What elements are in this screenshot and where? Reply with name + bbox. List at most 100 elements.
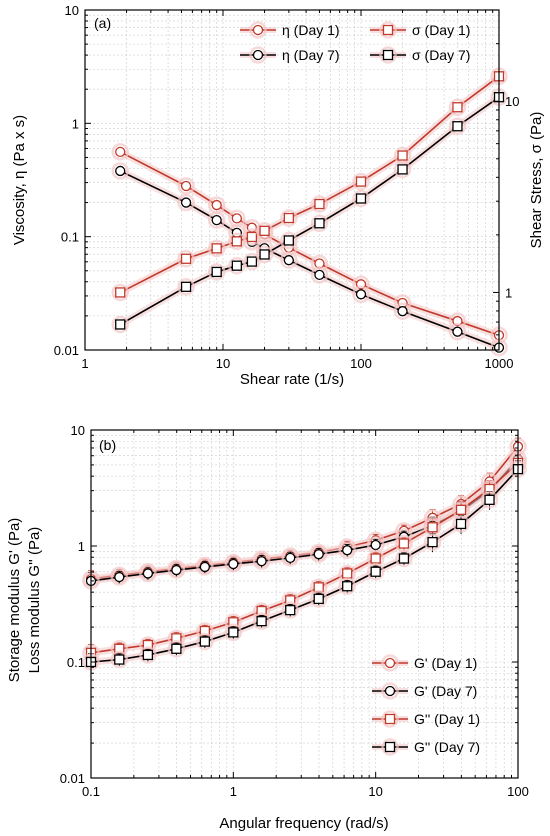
data-point [171,643,182,654]
data-point-halo [352,189,370,208]
data-point [398,538,410,549]
panel-b-series [82,437,527,672]
data-point [256,615,267,627]
data-point [231,260,243,271]
data-point-halo [310,195,329,213]
legend-marker-halo [381,738,399,756]
data-point [211,266,222,278]
data-point-halo [452,515,470,533]
data-point [397,164,408,175]
data-point [313,593,324,605]
legend-label: η (Day 7) [282,47,340,63]
data-point [427,522,438,533]
data-point [355,193,367,204]
legend-label: G'' (Day 7) [414,739,480,755]
panel-a-series [111,67,508,357]
data-point [283,255,294,266]
data-point-halo [280,231,298,250]
legend-marker [384,685,396,697]
legend-marker-halo [381,682,399,700]
data-point [397,150,408,161]
data-point [228,558,239,570]
data-point [342,581,353,592]
data-point-halo [177,193,195,212]
data-point [246,231,258,243]
y-tick-label: 0.1 [67,655,85,670]
data-point [142,568,154,579]
series-line-halo [118,148,501,339]
data-point-halo [393,160,412,179]
data-point [285,604,296,616]
panel-a-x-axis-title: Shear rate (1/s) [240,371,344,388]
data-point [211,199,222,211]
data-point [452,102,463,113]
data-point [115,319,126,330]
data-point [180,180,192,192]
data-point-halo [448,98,467,117]
data-point-halo [366,562,385,581]
data-point [314,269,325,281]
data-point [231,236,243,247]
data-point-halo [309,590,328,608]
data-point [259,225,270,236]
data-point-halo [338,577,356,595]
y-tick-label: 0.01 [60,771,85,786]
data-point-halo [110,650,129,669]
data-point [283,235,294,246]
x-tick-label: 10 [368,784,382,799]
legend-marker [384,741,396,753]
legend-marker [252,24,264,36]
data-point [171,564,182,576]
panel-a-frame [84,9,500,351]
data-point-halo [448,117,467,135]
data-point [342,545,353,556]
series-line-halo [90,466,521,666]
data-point [314,218,325,229]
data-point-halo [310,214,329,233]
data-point [313,549,324,560]
legend-marker [382,24,394,36]
panel-b-legend: G' (Day 1) G' (Day 7) G'' (Day 1) G'' (Day … [372,654,480,756]
data-point-halo [177,278,195,296]
x-tick-label: 1 [81,356,88,371]
y-tick-label: 1 [78,539,85,554]
legend-label: η (Day 1) [282,22,340,38]
panel-b-y-axis-title-storage: Storage modulus G' (Pa) [6,518,23,683]
data-point-halo [423,533,442,551]
data-point-halo [352,285,370,304]
y-tick-label: 10 [65,3,79,18]
data-point-halo [207,211,226,229]
data-point [342,568,353,579]
data-point-halo [280,209,298,227]
panel-b-label: (b) [99,437,116,453]
data-point [455,504,467,515]
panel-a-ticks: 1 10 100 1000 0.01 0.1 1 10 1 10 [54,3,520,371]
data-point-halo [338,541,356,559]
data-point [397,306,408,317]
legend-label: G' (Day 7) [414,683,477,699]
panel-a-chart: 1 10 100 1000 0.01 0.1 1 10 1 10 (a) Shear rate (… [11,3,545,388]
data-point [115,165,126,177]
legend-label: σ (Day 7) [412,47,470,63]
data-point [484,494,495,505]
data-point [452,326,463,337]
legend-marker [382,49,394,61]
data-point-halo [207,263,226,281]
data-point [355,289,367,300]
panel-b-x-axis-title: Angular frequency (rad/s) [219,815,388,832]
data-point [452,121,463,132]
data-point-halo [196,558,214,576]
data-point-halo [243,252,261,271]
legend-marker [384,713,396,725]
panel-a-label: (a) [94,15,111,31]
data-point [228,627,239,638]
data-point-halo [448,322,467,341]
legend-marker-halo [381,654,399,672]
data-point-halo [224,555,243,573]
data-point [115,146,126,158]
legend-marker-halo [381,710,399,728]
data-point [256,556,267,567]
data-point-halo [111,143,129,161]
